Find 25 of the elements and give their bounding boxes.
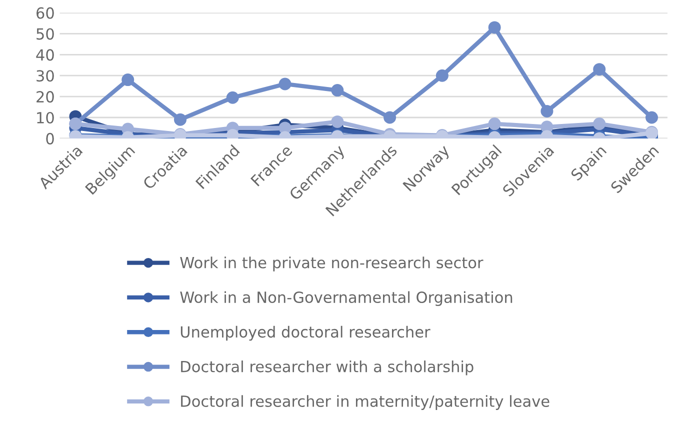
y-tick-label: 50 (36, 28, 54, 40)
legend-label: Doctoral researcher in maternity/paternity leave (181, 395, 550, 410)
y-tick-label: 60 (36, 7, 54, 19)
point (331, 115, 344, 128)
point (488, 118, 501, 130)
y-tick-label: 0 (46, 132, 54, 144)
point (593, 63, 606, 76)
y-tick-label: 40 (36, 49, 54, 61)
legend-label: Doctoral researcher with a scholarship (181, 360, 474, 376)
point (278, 78, 292, 90)
point (174, 113, 186, 126)
legend-label: Work in a Non-Governamental Organisation (180, 291, 512, 306)
legend-label: Unemployed doctoral researcher (180, 326, 430, 341)
point (645, 111, 658, 124)
y-tick-label: 10 (37, 112, 54, 124)
point (540, 104, 554, 118)
point (488, 21, 501, 34)
legend-label: Work in the private non-research sector (180, 256, 484, 272)
y-tick-label: 20 (36, 91, 54, 103)
point (226, 91, 239, 104)
point (122, 74, 134, 86)
y-tick-label: 30 (36, 70, 54, 82)
point (331, 84, 344, 97)
point (384, 111, 396, 124)
point (436, 69, 448, 82)
